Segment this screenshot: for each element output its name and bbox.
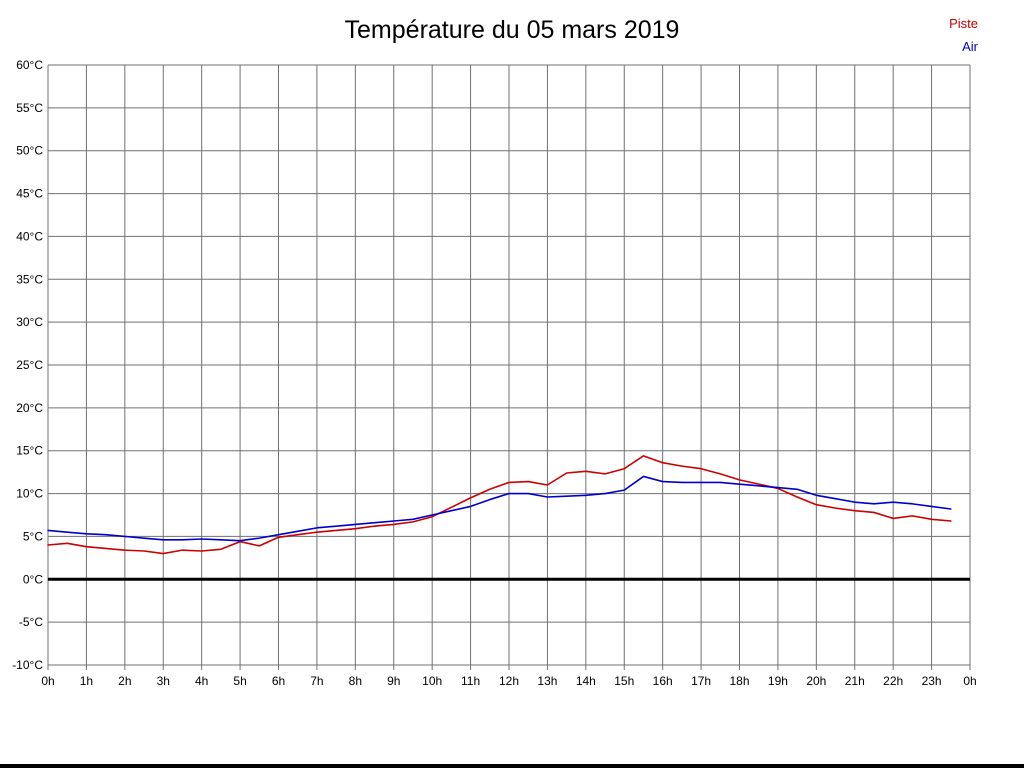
legend: Piste Air (949, 12, 978, 58)
svg-text:5°C: 5°C (23, 529, 43, 543)
svg-text:10h: 10h (422, 674, 442, 688)
svg-text:10°C: 10°C (16, 487, 43, 501)
svg-text:13h: 13h (537, 674, 557, 688)
svg-text:35°C: 35°C (16, 272, 43, 286)
svg-text:-10°C: -10°C (12, 658, 43, 672)
svg-text:22h: 22h (883, 674, 903, 688)
svg-text:55°C: 55°C (16, 101, 43, 115)
svg-text:0°C: 0°C (23, 572, 43, 586)
bottom-border (0, 764, 1024, 768)
svg-text:15°C: 15°C (16, 444, 43, 458)
svg-text:5h: 5h (233, 674, 246, 688)
svg-text:8h: 8h (349, 674, 362, 688)
svg-text:14h: 14h (576, 674, 596, 688)
svg-text:1h: 1h (80, 674, 93, 688)
svg-text:19h: 19h (768, 674, 788, 688)
legend-item-piste: Piste (949, 16, 978, 31)
svg-text:0h: 0h (41, 674, 54, 688)
svg-text:20h: 20h (806, 674, 826, 688)
svg-text:25°C: 25°C (16, 358, 43, 372)
svg-text:60°C: 60°C (16, 58, 43, 72)
svg-text:4h: 4h (195, 674, 208, 688)
svg-text:50°C: 50°C (16, 144, 43, 158)
legend-item-air: Air (962, 39, 978, 54)
svg-text:20°C: 20°C (16, 401, 43, 415)
svg-text:11h: 11h (461, 674, 480, 688)
svg-text:0h: 0h (963, 674, 976, 688)
svg-text:-5°C: -5°C (19, 615, 43, 629)
svg-text:16h: 16h (653, 674, 673, 688)
svg-text:18h: 18h (729, 674, 749, 688)
svg-text:12h: 12h (499, 674, 519, 688)
svg-text:7h: 7h (310, 674, 323, 688)
svg-text:9h: 9h (387, 674, 400, 688)
chart-title: Température du 05 mars 2019 (344, 16, 680, 44)
svg-text:15h: 15h (614, 674, 634, 688)
svg-text:40°C: 40°C (16, 229, 43, 243)
svg-text:45°C: 45°C (16, 187, 43, 201)
svg-text:3h: 3h (157, 674, 170, 688)
svg-text:17h: 17h (691, 674, 711, 688)
svg-text:2h: 2h (118, 674, 131, 688)
svg-text:21h: 21h (845, 674, 865, 688)
svg-text:6h: 6h (272, 674, 285, 688)
svg-text:23h: 23h (922, 674, 942, 688)
svg-text:30°C: 30°C (16, 315, 43, 329)
